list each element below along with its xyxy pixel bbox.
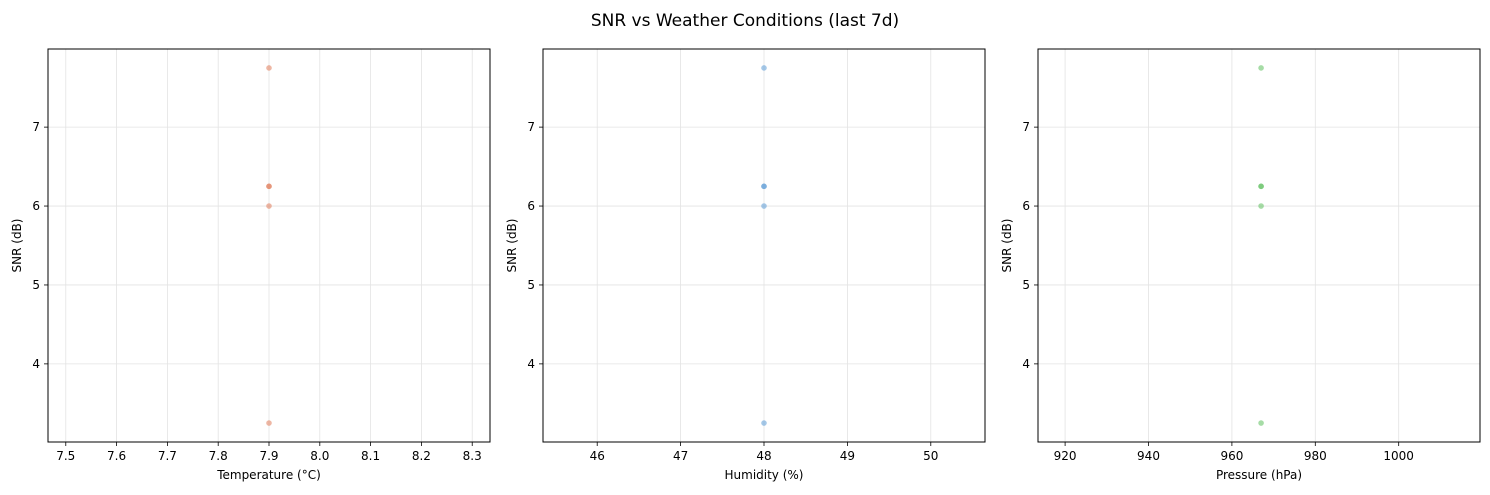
y-tick-label: 4 [1022,357,1030,371]
y-tick-label: 7 [32,120,40,134]
x-axis-label: Humidity (%) [725,468,804,482]
scatter-points [1258,65,1264,426]
y-axis-ticks: 4 5 6 7 [527,120,543,371]
subplot-pressure: 920 940 960 980 1000 4 5 6 7 Pressure (hPa) SNR (d… [1000,48,1481,482]
data-point [1258,183,1264,190]
data-point [1258,420,1264,426]
y-axis-label: SNR (dB) [1000,219,1014,273]
x-tick-label: 960 [1220,449,1243,463]
x-tick-label: 7.9 [259,449,278,463]
x-tick-label: 7.8 [209,449,228,463]
subplot-humidity: 46 47 48 49 50 4 5 6 7 Humidity (%) SNR (dB) [505,48,986,482]
y-tick-label: 6 [32,199,40,213]
axes-frame [1037,48,1481,443]
x-tick-label: 49 [840,449,855,463]
data-point [761,203,767,209]
y-tick-label: 6 [527,199,535,213]
x-axis-ticks: 920 940 960 980 1000 [1054,442,1414,463]
x-tick-label: 8.1 [361,449,380,463]
y-tick-label: 5 [32,278,40,292]
x-axis-label: Temperature (°C) [216,468,321,482]
x-tick-label: 7.5 [56,449,75,463]
x-tick-label: 47 [673,449,688,463]
x-tick-label: 920 [1054,449,1077,463]
data-point [266,203,272,209]
x-tick-label: 8.0 [310,449,329,463]
grid [543,49,985,442]
grid [48,49,490,442]
data-point [1258,65,1264,71]
y-tick-label: 4 [527,357,535,371]
x-tick-label: 980 [1304,449,1327,463]
x-tick-label: 7.6 [107,449,126,463]
x-tick-label: 1000 [1383,449,1414,463]
y-tick-label: 4 [32,357,40,371]
y-axis-ticks: 4 5 6 7 [32,120,48,371]
y-axis-ticks: 4 5 6 7 [1022,120,1038,371]
x-tick-label: 7.7 [158,449,177,463]
scatter-points [761,65,767,426]
x-tick-label: 8.3 [463,449,482,463]
y-tick-label: 7 [1022,120,1030,134]
x-tick-label: 48 [756,449,771,463]
scatter-points [266,65,272,426]
x-axis-ticks: 46 47 48 49 50 [590,442,938,463]
figure-title: SNR vs Weather Conditions (last 7d) [591,11,899,31]
x-tick-label: 46 [590,449,605,463]
grid [1038,49,1480,442]
y-axis-label: SNR (dB) [505,219,519,273]
x-tick-label: 940 [1137,449,1160,463]
data-point [266,420,272,426]
x-axis-label: Pressure (hPa) [1216,468,1302,482]
y-tick-label: 6 [1022,199,1030,213]
y-axis-label: SNR (dB) [10,219,24,273]
data-point [761,420,767,426]
data-point [761,65,767,71]
x-axis-ticks: 7.5 7.6 7.7 7.8 7.9 8.0 8.1 8.2 8.3 [56,442,482,463]
y-tick-label: 7 [527,120,535,134]
data-point [761,183,767,190]
x-tick-label: 8.2 [412,449,431,463]
data-point [266,183,272,190]
subplot-temperature: 7.5 7.6 7.7 7.8 7.9 8.0 8.1 8.2 8.3 4 5 6 7 Temperatu… [10,48,491,482]
y-tick-label: 5 [527,278,535,292]
data-point [1258,203,1264,209]
x-tick-label: 50 [923,449,938,463]
y-tick-label: 5 [1022,278,1030,292]
data-point [266,65,272,71]
